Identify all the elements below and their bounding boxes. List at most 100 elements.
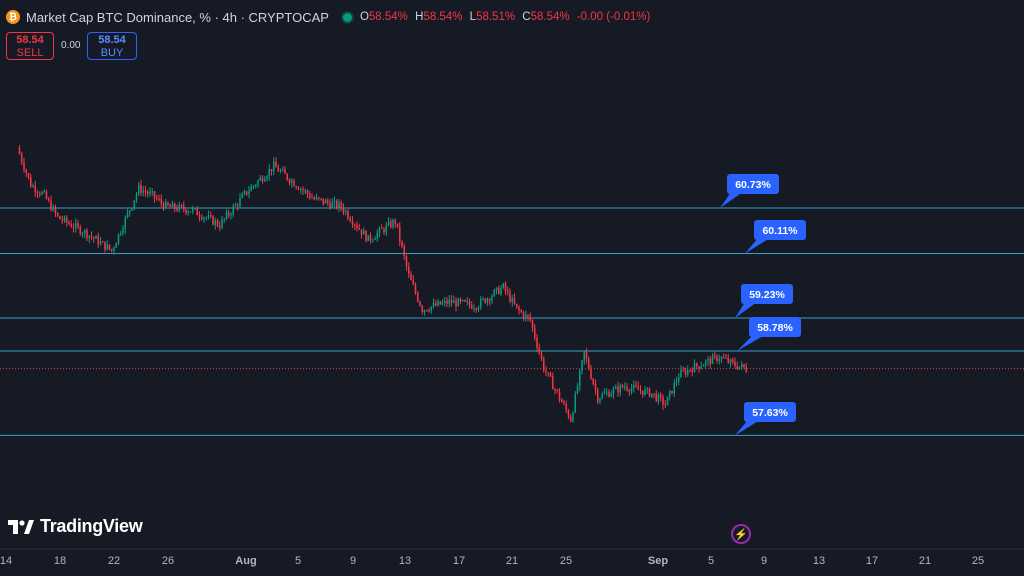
candle [450,299,453,304]
candle [77,223,79,227]
x-tick-label: 5 [295,555,301,567]
candle [709,358,712,365]
candle [279,170,282,172]
candle [441,302,444,305]
candle [731,359,734,362]
level-callout[interactable]: 60.11% [745,220,806,254]
candle [250,186,253,192]
candle [216,220,219,226]
candle [232,206,235,215]
candle [126,212,129,218]
candle [698,366,700,369]
candle [83,230,86,234]
candle [677,377,680,382]
candle [639,389,642,391]
candle [286,173,289,180]
candle [329,202,331,208]
callout-box [754,220,806,240]
level-callout[interactable]: 60.73% [720,174,779,208]
candle [95,236,97,239]
symbol-title[interactable]: Market Cap BTC Dominance, % · 4h · CRYPT… [26,9,329,25]
candle [299,188,302,190]
candle [617,386,619,393]
candle [729,359,732,363]
candle [304,190,307,192]
candle [423,309,426,313]
tradingview-logo[interactable]: TradingView [8,516,143,537]
candle [342,207,345,213]
buy-price: 58.54 [98,34,126,46]
candle [25,169,28,174]
candle [725,357,727,359]
candle [131,207,133,211]
candle [560,399,563,403]
candle [740,364,743,367]
candle [306,190,309,195]
candle [27,173,30,178]
candle [664,404,667,406]
candle [41,192,43,195]
candle [396,223,399,227]
candle [718,358,721,361]
sell-price: 58.54 [16,34,44,46]
candle [380,227,383,229]
candle [394,220,397,224]
candle [743,364,745,368]
candle [691,370,694,373]
candle [637,386,640,390]
callout-box [727,174,779,194]
candle [374,238,376,240]
candle [266,176,268,180]
candle [171,203,174,207]
candle [367,235,370,242]
candle [668,390,671,397]
candle [203,217,205,220]
open-value: 58.54% [368,11,408,23]
lightning-icon[interactable]: ⚡ [731,524,751,544]
candle [234,204,237,207]
candle [178,204,181,211]
candle [137,184,140,194]
buy-button[interactable]: 58.54 BUY [87,32,137,60]
candle [470,304,473,309]
level-callout[interactable]: 59.23% [735,284,793,318]
level-callout[interactable]: 58.78% [737,317,801,351]
candle [605,392,608,394]
spread-value: 0.00 [61,40,81,51]
candle [648,388,651,397]
candle [241,194,244,198]
candle [52,206,55,211]
candle [140,184,142,193]
candle [479,298,482,308]
candle [277,167,280,172]
candle [207,215,210,218]
candle [686,369,689,375]
candle [689,369,691,371]
callout-label: 60.73% [735,179,771,191]
candle [594,383,597,390]
candle [592,378,595,384]
candle [623,386,626,388]
candle [115,243,118,248]
candle [63,217,66,221]
candle [331,202,334,208]
candle [153,191,156,198]
candle [506,290,509,293]
candle [707,358,709,361]
sell-button[interactable]: 58.54 SELL [6,32,54,60]
x-tick-label: Aug [235,555,256,567]
candle [693,363,696,373]
candle [101,241,104,243]
level-callout[interactable]: 57.63% [735,402,796,436]
candle [311,197,313,199]
candle [536,337,538,348]
candle [90,235,93,238]
candle [401,241,403,247]
candle [113,247,115,251]
candle [727,358,730,363]
candle [313,197,316,200]
candle [176,208,178,211]
candle [738,366,741,369]
candle [47,198,50,201]
